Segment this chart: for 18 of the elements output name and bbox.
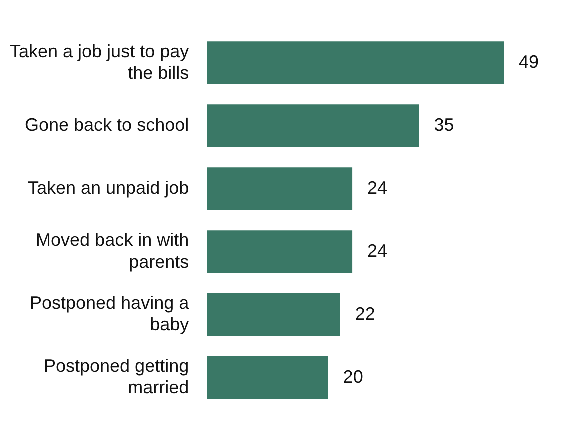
y-tick-label: Postponed having a baby xyxy=(30,293,190,335)
data-label: 35 xyxy=(434,115,454,136)
bar xyxy=(207,168,353,210)
data-label: 20 xyxy=(343,366,364,387)
bar xyxy=(207,356,328,400)
data-label: 49 xyxy=(519,52,540,72)
y-tick-label: Postponed getting married xyxy=(44,356,190,398)
data-label: 24 xyxy=(368,240,388,261)
data-label: 22 xyxy=(355,304,376,324)
data-label: 24 xyxy=(368,178,388,198)
bar xyxy=(207,104,420,148)
y-tick-label: Taken a job just to pay the bills xyxy=(10,41,190,83)
y-tick-label: Gone back to school xyxy=(25,115,190,136)
y-tick-label: Moved back in with parents xyxy=(36,230,190,272)
y-tick-label: Taken an unpaid job xyxy=(28,178,190,198)
bar xyxy=(207,294,340,336)
bar xyxy=(207,230,353,274)
bar xyxy=(207,42,504,84)
